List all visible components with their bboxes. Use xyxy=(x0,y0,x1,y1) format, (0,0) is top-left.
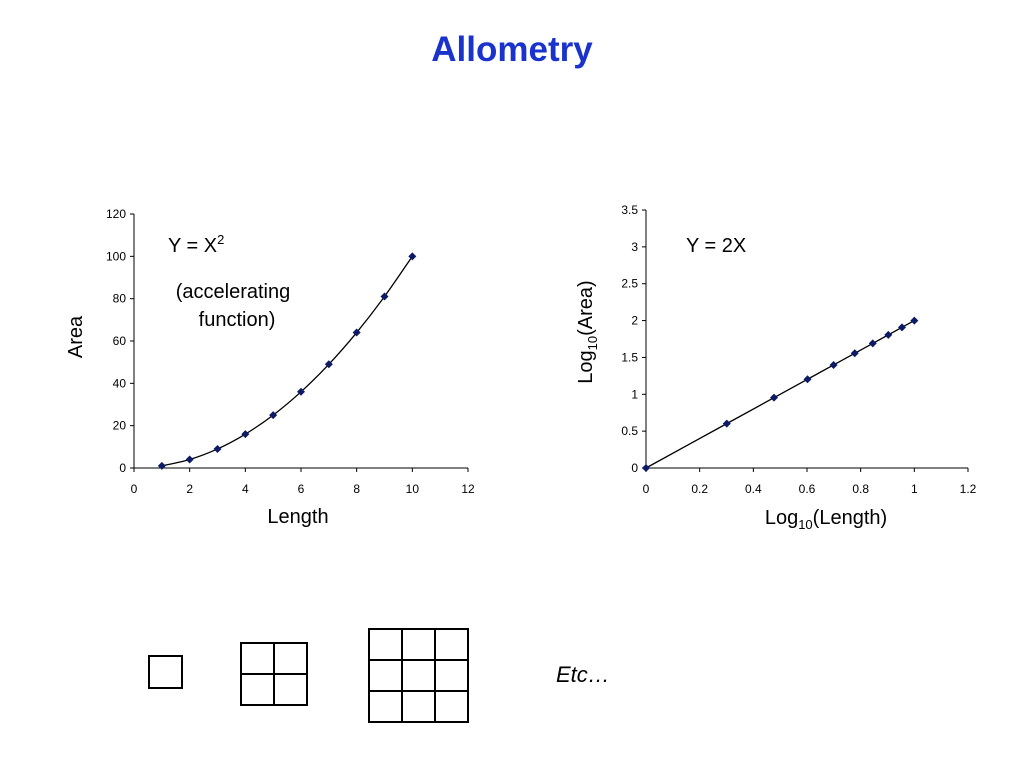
data-point xyxy=(642,464,650,472)
square-2x2 xyxy=(240,642,308,706)
y-tick-label: 0 xyxy=(119,461,126,475)
data-point xyxy=(408,252,417,261)
square-cell xyxy=(435,660,468,691)
square-cell xyxy=(149,656,182,688)
square-cell xyxy=(369,691,402,722)
square-1x1 xyxy=(148,655,183,689)
y-tick-label: 100 xyxy=(106,249,126,263)
chart-2: 0 0.5 1 1.5 2 2.5 3 3.5 0 0.2 0.4 0.6 0.8 1 1.2 Log10(L… xyxy=(575,203,977,532)
x-tick-label: 6 xyxy=(298,482,305,496)
data-point xyxy=(157,461,166,470)
square-cell xyxy=(241,643,274,674)
equation-annotation: Y = 2X xyxy=(686,235,746,257)
data-point xyxy=(910,316,919,325)
square-3x3 xyxy=(368,628,469,723)
square-cell xyxy=(435,691,468,722)
x-axis-title: Length xyxy=(267,506,328,528)
y-tick-label: 40 xyxy=(113,376,127,390)
y-tick-label: 1.5 xyxy=(621,350,638,364)
x-tick-label: 4 xyxy=(242,482,249,496)
data-point xyxy=(722,419,731,428)
x-tick-label: 8 xyxy=(353,482,360,496)
x-tick-label: 10 xyxy=(406,482,420,496)
x-tick-label: 0.2 xyxy=(691,482,708,496)
series-line xyxy=(645,320,915,469)
x-tick-label: 0 xyxy=(643,482,650,496)
note-annotation-line1: (accelerating xyxy=(176,281,291,303)
y-tick-label: 60 xyxy=(113,334,127,348)
y-tick-label: 0 xyxy=(631,461,638,475)
x-tick-label: 2 xyxy=(186,482,193,496)
y-tick-label: 0.5 xyxy=(621,424,638,438)
note-annotation-line2: function) xyxy=(199,309,276,331)
equation-annotation: Y = X2 xyxy=(168,232,224,257)
square-cell xyxy=(402,660,435,691)
y-tick-label: 3 xyxy=(631,240,638,254)
data-point xyxy=(241,430,250,439)
data-point xyxy=(850,349,859,358)
y-tick-label: 2.5 xyxy=(621,277,638,291)
y-axis-title: Area xyxy=(65,315,87,358)
data-point xyxy=(269,411,278,420)
data-point xyxy=(769,393,778,402)
data-point xyxy=(297,387,305,396)
x-tick-label: 1 xyxy=(911,482,918,496)
data-point xyxy=(352,328,361,337)
x-tick-label: 0.8 xyxy=(852,482,869,496)
y-axis-title: Log10(Area) xyxy=(575,280,600,383)
data-point xyxy=(213,444,222,453)
y-tick-label: 120 xyxy=(106,207,126,221)
slide-title: Allometry xyxy=(431,30,593,69)
y-tick-label: 1 xyxy=(631,387,638,401)
square-cell xyxy=(274,674,307,705)
x-tick-label: 0 xyxy=(131,482,138,496)
series-line xyxy=(161,255,413,467)
square-cell xyxy=(435,629,468,660)
y-tick-label: 80 xyxy=(113,292,127,306)
data-point xyxy=(803,375,812,384)
data-point xyxy=(380,292,389,301)
x-tick-label: 1.2 xyxy=(960,482,977,496)
square-cell xyxy=(369,629,402,660)
data-point xyxy=(884,330,893,339)
y-tick-label: 20 xyxy=(113,419,127,433)
square-cell xyxy=(402,629,435,660)
square-cell xyxy=(402,691,435,722)
data-point xyxy=(868,339,877,348)
y-tick-label: 3.5 xyxy=(621,203,638,217)
chart-1: 0 20 40 60 80 100 120 0 2 4 6 8 10 12 Length Area Y = X2… xyxy=(65,207,475,528)
x-tick-label: 12 xyxy=(461,482,475,496)
data-point xyxy=(829,360,838,369)
x-axis-title: Log10(Length) xyxy=(765,507,887,532)
x-tick-label: 0.4 xyxy=(745,482,762,496)
square-cell xyxy=(369,660,402,691)
y-tick-label: 2 xyxy=(631,314,638,328)
etc-label: Etc… xyxy=(556,662,610,687)
x-tick-label: 0.6 xyxy=(799,482,816,496)
square-cell xyxy=(274,643,307,674)
data-point xyxy=(897,323,906,332)
data-point xyxy=(324,360,333,369)
data-point xyxy=(185,455,194,464)
square-cell xyxy=(241,674,274,705)
